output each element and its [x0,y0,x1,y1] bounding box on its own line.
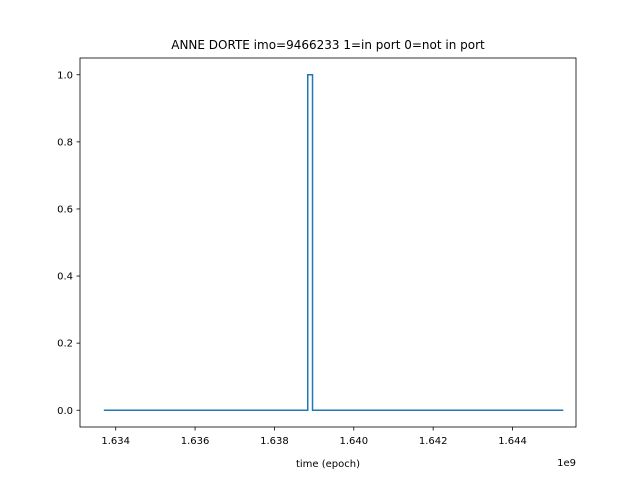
x-axis: 1.634 1.636 1.638 1.640 1.642 1.644 [101,427,527,447]
y-tick-label: 0.2 [57,339,73,350]
plot-frame [79,57,577,428]
plot-area [79,57,577,428]
y-tick-label: 1.0 [57,70,73,81]
x-tick-label: 1.640 [339,436,368,447]
y-tick-label: 0.8 [57,137,73,148]
chart-title: ANNE DORTE imo=9466233 1=in port 0=not i… [171,38,485,52]
x-tick-label: 1.634 [101,436,130,447]
x-axis-label: time (epoch) [296,459,360,470]
x-tick-label: 1.644 [498,436,527,447]
series-line-0 [103,74,564,411]
y-tick-label: 0.4 [57,272,73,283]
x-tick-label: 1.638 [260,436,289,447]
x-tick-label: 1.636 [181,436,210,447]
x-offset-label: 1e9 [557,458,576,469]
y-tick-label: 0.0 [57,406,73,417]
x-tick-label: 1.642 [419,436,448,447]
y-axis: 0.0 0.2 0.4 0.6 0.8 1.0 [57,70,80,417]
y-tick-label: 0.6 [57,205,73,216]
